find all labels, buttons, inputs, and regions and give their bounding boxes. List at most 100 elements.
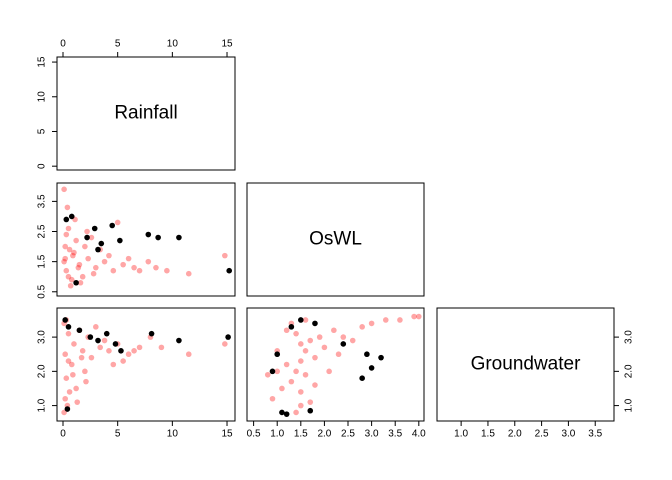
point (307, 399, 314, 405)
point (312, 320, 318, 327)
point (302, 371, 309, 378)
point (131, 348, 137, 354)
point (70, 371, 76, 378)
point (93, 324, 99, 330)
variable-label: Rainfall (114, 103, 177, 124)
point (103, 330, 110, 337)
x-tick-label: 3.0 (365, 429, 379, 440)
point (331, 327, 337, 334)
point (76, 327, 83, 334)
point (368, 365, 375, 371)
x-tick-label: 10 (167, 429, 179, 440)
point (222, 252, 228, 259)
y-tick-label: 0 (37, 163, 48, 169)
y-tick-label: 3.0 (624, 330, 635, 344)
point (307, 407, 314, 414)
point (64, 406, 71, 412)
point (88, 354, 95, 361)
y-tick-label: 1.0 (37, 398, 48, 412)
point (73, 385, 79, 392)
panel-frame (246, 307, 425, 422)
point (125, 351, 132, 358)
point (164, 267, 170, 274)
x-tick-label: 5 (115, 429, 121, 440)
x-tick-label: 1.0 (454, 429, 468, 440)
point (88, 234, 95, 241)
point (283, 327, 290, 334)
variable-label: Groundwater (471, 354, 582, 375)
point (120, 358, 126, 364)
point-series (62, 317, 231, 412)
point (112, 341, 119, 347)
point (62, 243, 69, 250)
point (176, 234, 182, 241)
point (98, 240, 105, 247)
x-tick-label: 4.0 (412, 429, 426, 440)
point (65, 358, 72, 364)
point-series (61, 317, 228, 416)
point (64, 204, 71, 211)
point (326, 368, 332, 375)
point (76, 261, 83, 268)
point (316, 334, 323, 340)
point (397, 317, 403, 323)
point (106, 348, 112, 354)
point (71, 341, 77, 347)
y-tick-label: 1.5 (37, 254, 48, 268)
point (62, 351, 69, 358)
y-tick-label: 2.5 (37, 224, 48, 238)
point (312, 354, 318, 361)
x-tick-label: 15 (221, 429, 233, 440)
point (364, 351, 370, 358)
point (71, 249, 77, 256)
point (85, 255, 91, 262)
point (114, 219, 121, 226)
point (382, 317, 389, 323)
point (120, 261, 126, 268)
point (78, 354, 85, 361)
x-tick-label: 1.0 (270, 429, 284, 440)
x-tick-label: 5 (115, 39, 121, 50)
point (91, 225, 98, 232)
point (136, 267, 143, 274)
point (274, 351, 281, 358)
point (73, 237, 79, 244)
y-tick-label: 0.5 (37, 284, 48, 298)
point (155, 234, 161, 241)
point (368, 320, 375, 327)
point (302, 317, 309, 323)
point-series (63, 213, 233, 286)
panel-frame (246, 182, 425, 297)
point (153, 264, 159, 271)
point (95, 337, 101, 344)
point (293, 368, 299, 375)
point (68, 213, 75, 220)
x-tick-label: 3.0 (561, 429, 575, 440)
point (84, 228, 90, 235)
point (298, 317, 304, 323)
point (283, 411, 290, 417)
x-tick-label: 0.5 (247, 429, 261, 440)
variable-label: OsWL (309, 229, 362, 250)
point (61, 258, 67, 265)
x-tick-label: 2.5 (341, 429, 355, 440)
y-tick-label: 1.0 (624, 398, 635, 412)
point (73, 279, 79, 286)
point (293, 409, 299, 416)
point (148, 330, 155, 337)
point (82, 368, 88, 375)
y-tick-label: 2.0 (624, 364, 635, 378)
x-tick-label: 2.5 (535, 429, 549, 440)
y-tick-label: 10 (37, 91, 48, 103)
point (79, 273, 86, 280)
point (340, 341, 347, 347)
point (118, 348, 124, 354)
point (349, 337, 356, 344)
point (288, 324, 295, 330)
x-tick-label: 0 (60, 429, 66, 440)
point (288, 378, 295, 385)
point (109, 222, 116, 229)
point (176, 337, 182, 344)
point (264, 371, 271, 378)
point (70, 252, 76, 259)
